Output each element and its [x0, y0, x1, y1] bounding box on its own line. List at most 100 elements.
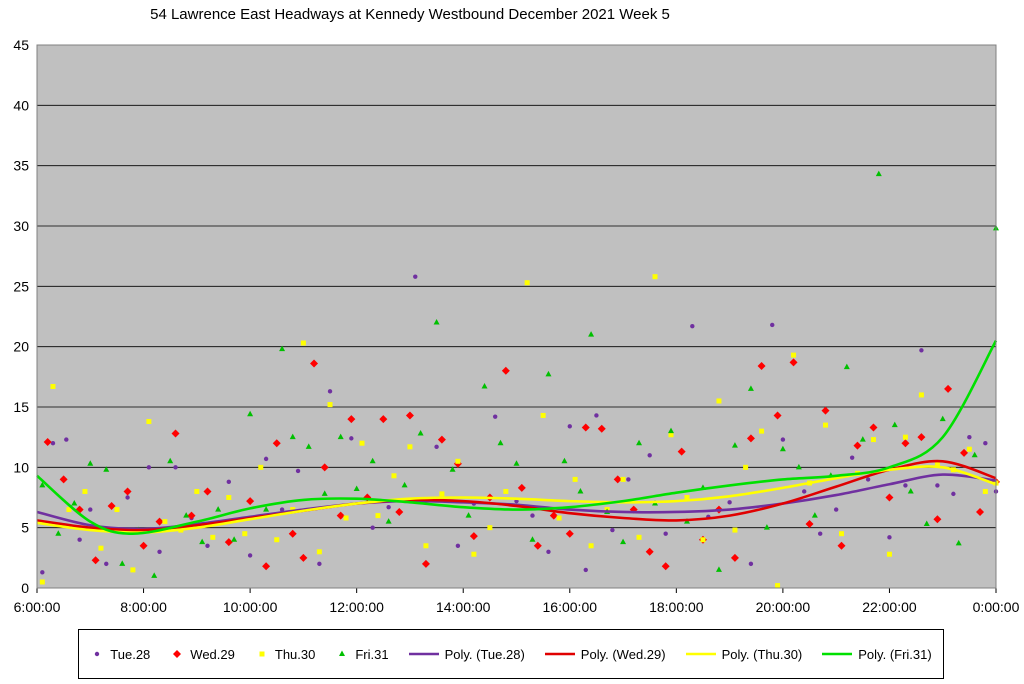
- data-point: [103, 466, 110, 472]
- data-point: [167, 457, 174, 464]
- data-point: [171, 429, 180, 438]
- x-tick-label: 0:00:00: [973, 599, 1020, 615]
- data-point: [469, 532, 478, 541]
- data-point: [802, 489, 807, 494]
- data-point: [263, 506, 270, 512]
- data-point: [194, 488, 200, 494]
- data-point: [347, 415, 356, 424]
- data-point: [870, 437, 876, 443]
- legend-label: Fri.31: [355, 646, 389, 662]
- legend-item: Tue.28: [90, 647, 150, 662]
- data-point: [88, 507, 93, 512]
- legend-swatch: [544, 652, 575, 656]
- data-point: [647, 453, 652, 458]
- data-point: [199, 538, 206, 545]
- data-point: [955, 539, 962, 546]
- series-tue-28: [40, 274, 999, 575]
- data-point: [661, 562, 670, 571]
- data-point: [935, 483, 940, 488]
- data-point: [577, 487, 584, 494]
- data-point: [903, 483, 908, 488]
- data-point: [743, 464, 749, 470]
- data-point: [104, 561, 109, 567]
- y-tick-label: 25: [13, 278, 29, 294]
- legend-item: Thu.30: [255, 647, 315, 662]
- data-point: [210, 534, 216, 540]
- data-point: [43, 437, 52, 446]
- data-point: [951, 491, 956, 497]
- plot-border: [36, 44, 997, 589]
- data-point: [838, 531, 844, 537]
- data-point: [933, 515, 942, 524]
- data-point: [50, 441, 56, 446]
- data-point: [843, 363, 850, 370]
- y-tick-label: 35: [13, 158, 29, 174]
- data-point: [561, 457, 568, 464]
- data-point: [386, 504, 391, 510]
- data-point: [157, 549, 162, 554]
- legend-marker: [259, 651, 265, 657]
- data-point: [481, 382, 488, 389]
- data-point: [700, 537, 706, 543]
- data-point: [492, 414, 498, 419]
- legend-item: Fri.31: [335, 646, 389, 662]
- trendline-poly-wed-29: [36, 459, 997, 532]
- data-point: [901, 439, 910, 448]
- x-tick-label: 16:00:00: [543, 599, 598, 615]
- data-point: [295, 468, 301, 474]
- data-point: [39, 579, 45, 585]
- data-point: [279, 507, 285, 512]
- data-point: [98, 545, 104, 551]
- data-point: [66, 507, 72, 513]
- data-point: [125, 495, 130, 500]
- data-point: [107, 501, 116, 510]
- data-point: [247, 410, 254, 417]
- legend-item: Poly. (Wed.29): [544, 647, 666, 662]
- data-point: [87, 460, 94, 466]
- data-point: [40, 570, 45, 575]
- data-point: [636, 439, 643, 446]
- data-point: [359, 440, 365, 446]
- data-point: [119, 560, 126, 566]
- data-point: [759, 428, 765, 434]
- data-point: [327, 402, 333, 408]
- series-layer: [36, 170, 1000, 589]
- data-point: [433, 319, 440, 325]
- data-point: [55, 530, 62, 536]
- data-point: [405, 411, 414, 420]
- x-tick-label: 10:00:00: [223, 599, 278, 615]
- legend-swatch: [173, 650, 182, 658]
- data-point: [939, 415, 946, 422]
- chart-title: 54 Lawrence East Headways at Kennedy Wes…: [150, 6, 670, 23]
- data-point: [123, 487, 132, 496]
- data-point: [262, 562, 271, 571]
- data-point: [533, 541, 542, 550]
- data-point: [652, 274, 658, 280]
- data-point: [64, 437, 69, 442]
- data-point: [139, 541, 148, 550]
- data-point: [859, 436, 866, 442]
- data-point: [413, 274, 418, 279]
- data-point: [155, 517, 164, 526]
- x-tick-label: 22:00:00: [862, 599, 917, 615]
- legend-swatch: [259, 651, 265, 657]
- x-tick-label: 8:00:00: [120, 599, 167, 615]
- data-point: [327, 389, 333, 394]
- data-point: [690, 323, 695, 329]
- data-point: [677, 447, 686, 456]
- data-point: [572, 476, 578, 482]
- legend-item: Poly. (Thu.30): [685, 647, 802, 662]
- data-point: [258, 464, 264, 470]
- data-point: [779, 445, 786, 452]
- data-point: [272, 439, 281, 448]
- trendline-poly-fri-31: [36, 340, 998, 535]
- data-point: [540, 412, 546, 418]
- data-point: [205, 543, 210, 548]
- data-point: [976, 507, 985, 516]
- data-point: [668, 427, 675, 434]
- data-point: [748, 561, 754, 567]
- legend-swatch: [95, 651, 100, 657]
- data-point: [146, 465, 152, 470]
- data-point: [513, 460, 520, 466]
- data-point: [907, 487, 914, 494]
